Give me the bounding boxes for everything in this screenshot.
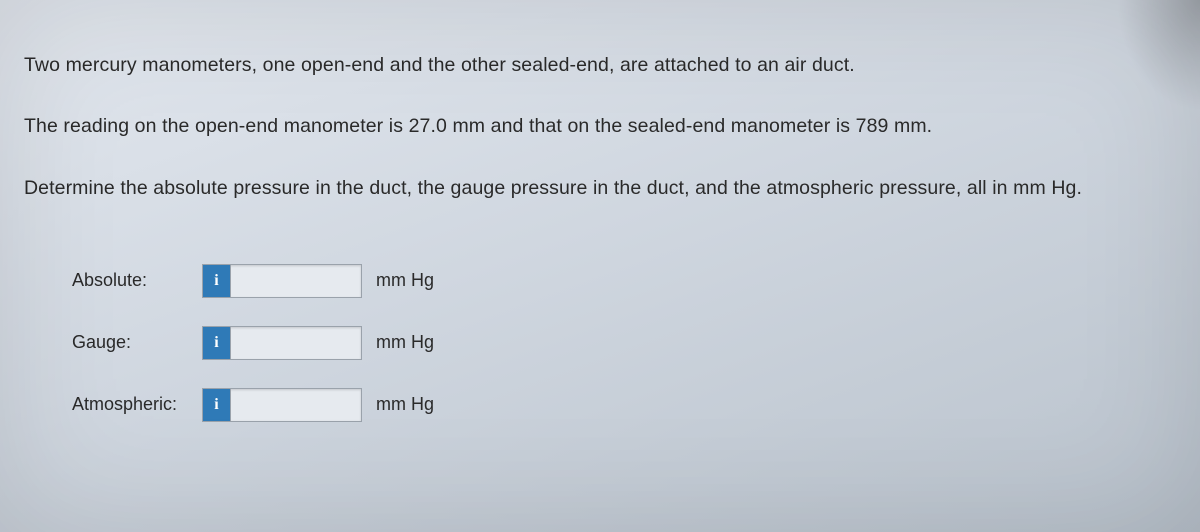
answer-row-atmospheric: Atmospheric: i mm Hg (72, 388, 1176, 422)
unit-label: mm Hg (376, 332, 434, 353)
info-icon[interactable]: i (203, 265, 231, 297)
answers-block: Absolute: i mm Hg Gauge: i mm Hg Atmosph… (72, 264, 1176, 422)
answer-label: Gauge: (72, 332, 202, 353)
absolute-input[interactable] (231, 265, 361, 297)
unit-label: mm Hg (376, 394, 434, 415)
prompt-line-1: Two mercury manometers, one open-end and… (24, 52, 1176, 79)
atmospheric-input[interactable] (231, 389, 361, 421)
input-wrap: i (202, 264, 362, 298)
input-wrap: i (202, 388, 362, 422)
prompt-line-3: Determine the absolute pressure in the d… (24, 175, 1176, 202)
answer-row-gauge: Gauge: i mm Hg (72, 326, 1176, 360)
info-icon[interactable]: i (203, 389, 231, 421)
info-icon[interactable]: i (203, 327, 231, 359)
prompt-line-2: The reading on the open-end manometer is… (24, 113, 1176, 140)
input-wrap: i (202, 326, 362, 360)
gauge-input[interactable] (231, 327, 361, 359)
answer-row-absolute: Absolute: i mm Hg (72, 264, 1176, 298)
unit-label: mm Hg (376, 270, 434, 291)
question-page: Two mercury manometers, one open-end and… (0, 0, 1200, 446)
answer-label: Atmospheric: (72, 394, 202, 415)
answer-label: Absolute: (72, 270, 202, 291)
